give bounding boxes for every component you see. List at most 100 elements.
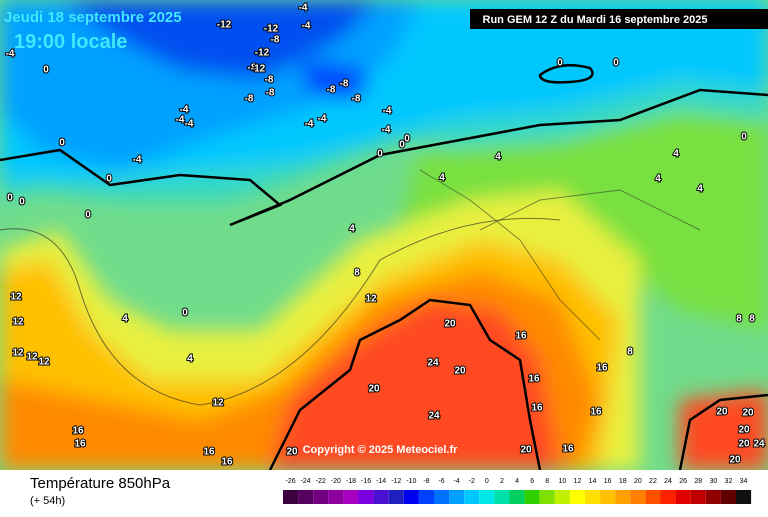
- contour-label: 24: [427, 358, 439, 369]
- colorbar-label: -4: [454, 478, 460, 485]
- contour-label: 0: [377, 149, 383, 160]
- contour-label: -4: [180, 105, 189, 116]
- colorbar-swatch: [343, 490, 359, 504]
- colorbar-label: -2: [469, 478, 475, 485]
- colorbar-label: -8: [423, 478, 429, 485]
- contour-label: 20: [742, 408, 754, 419]
- contour-label: 16: [221, 457, 233, 468]
- colorbar-swatch: [373, 490, 389, 504]
- contour-label: 0: [43, 65, 49, 76]
- contour-label: -4: [176, 115, 185, 126]
- temperature-field: [0, 0, 768, 470]
- colorbar-swatch: [328, 490, 344, 504]
- colorbar-label: 12: [574, 478, 582, 485]
- contour-label: 4: [697, 184, 703, 195]
- colorbar-swatch: [615, 490, 631, 504]
- contour-label: 0: [404, 134, 410, 145]
- colorbar-swatch: [675, 490, 691, 504]
- colorbar-swatch: [313, 490, 329, 504]
- contour-label: 16: [562, 444, 574, 455]
- contour-label: 0: [741, 132, 747, 143]
- contour-label: 16: [203, 447, 215, 458]
- colorbar-swatch: [630, 490, 646, 504]
- contour-label: -8: [245, 94, 254, 105]
- colorbar-swatch: [569, 490, 585, 504]
- contour-label: 12: [12, 348, 24, 359]
- colorbar-swatch: [660, 490, 676, 504]
- contour-label: 4: [349, 224, 355, 235]
- contour-label: 12: [10, 292, 22, 303]
- contour-label: 8: [736, 314, 742, 325]
- contour-label: 4: [495, 152, 501, 163]
- contour-label: -8: [352, 94, 361, 105]
- colorbar-swatch: [449, 490, 465, 504]
- contour-label: -12: [217, 20, 232, 31]
- colorbar-label: 24: [664, 478, 672, 485]
- colorbar-swatch: [720, 490, 736, 504]
- colorbar-swatch: [585, 490, 601, 504]
- contour-label: -8: [265, 75, 274, 86]
- contour-label: -4: [299, 3, 308, 14]
- colorbar-label: -16: [361, 478, 371, 485]
- contour-label: -4: [133, 155, 142, 166]
- contour-label: 4: [122, 314, 128, 325]
- contour-label: 4: [673, 149, 679, 160]
- contour-label: 0: [19, 197, 25, 208]
- contour-label: 20: [729, 455, 741, 466]
- contour-label: -4: [6, 49, 15, 60]
- colorbar-swatch: [403, 490, 419, 504]
- contour-label: -8: [271, 35, 280, 46]
- contour-label: 12: [26, 352, 38, 363]
- contour-label: 20: [286, 447, 298, 458]
- contour-label: 16: [74, 439, 86, 450]
- colorbar-label: -22: [316, 478, 326, 485]
- contour-label: 0: [399, 140, 405, 151]
- contour-label: 20: [368, 384, 380, 395]
- contour-label: 0: [85, 210, 91, 221]
- contour-label: -4: [305, 119, 314, 130]
- colorbar-label: 14: [589, 478, 597, 485]
- contour-label: 8: [354, 268, 360, 279]
- colorbar-swatch: [388, 490, 404, 504]
- contour-label: -4: [318, 114, 327, 125]
- colorbar-swatch: [600, 490, 616, 504]
- colorbar-label: 26: [679, 478, 687, 485]
- contour-label: -8: [266, 88, 275, 99]
- colorbar-swatch: [298, 490, 314, 504]
- contour-label: 16: [531, 403, 543, 414]
- contour-label: 0: [106, 174, 112, 185]
- contour-label: 12: [212, 398, 224, 409]
- colorbar-label: 28: [694, 478, 702, 485]
- contour-label: 20: [738, 439, 750, 450]
- date: Jeudi 18 septembre 2025: [4, 9, 182, 26]
- colorbar-label: 2: [500, 478, 504, 485]
- colorbar-label: -20: [331, 478, 341, 485]
- colorbar-label: -12: [391, 478, 401, 485]
- contour-label: 20: [444, 319, 456, 330]
- contour-label: 0: [613, 58, 619, 69]
- colorbar-swatch: [434, 490, 450, 504]
- colorbar-label: 0: [485, 478, 489, 485]
- colorbar-swatch: [509, 490, 525, 504]
- colorbar-swatch: [283, 490, 299, 504]
- colorbar-label: 18: [619, 478, 627, 485]
- lead-time: (+ 54h): [30, 495, 65, 507]
- contour-label: -12: [255, 48, 270, 59]
- colorbar-label: 34: [740, 478, 748, 485]
- colorbar-swatch: [524, 490, 540, 504]
- colorbar-swatch: [539, 490, 555, 504]
- colorbar-label: -14: [376, 478, 386, 485]
- contour-label: 20: [454, 366, 466, 377]
- run-box: [470, 9, 768, 29]
- contour-label: 0: [7, 193, 13, 204]
- colorbar-swatch: [464, 490, 480, 504]
- contour-label: 8: [627, 347, 633, 358]
- contour-label: -12: [264, 24, 279, 35]
- contour-label: -4: [302, 21, 311, 32]
- colorbar-swatch: [418, 490, 434, 504]
- colorbar-swatch: [736, 490, 752, 504]
- parameter: Température 850hPa: [30, 475, 171, 492]
- contour-label: 0: [182, 308, 188, 319]
